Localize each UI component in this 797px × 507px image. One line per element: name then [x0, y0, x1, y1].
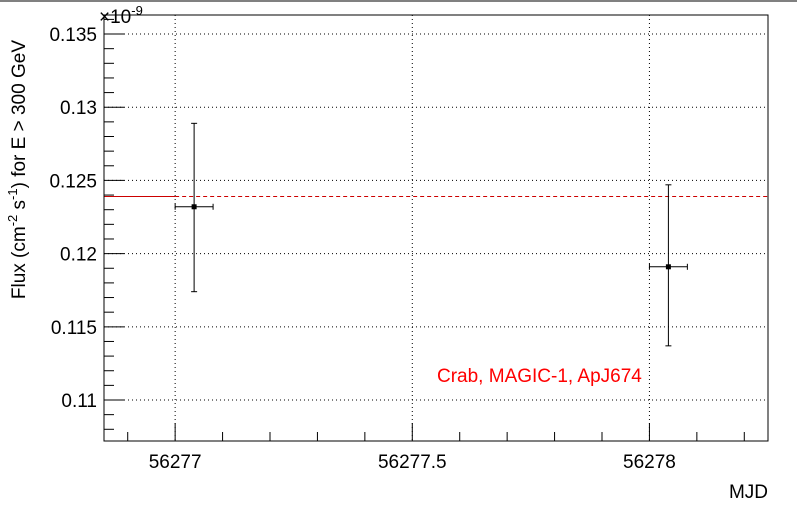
y-minor-ticks [104, 18, 114, 430]
plot-frame [103, 14, 769, 442]
point-marker [191, 204, 197, 210]
point-marker [665, 264, 671, 270]
x-tick-label: 56277.5 [378, 452, 447, 473]
y-tick-label: 0.11 [61, 391, 97, 412]
data-points [174, 122, 688, 347]
y-tick-label: 0.12 [60, 245, 97, 266]
y-axis-exponent: ×10-9 [99, 3, 143, 28]
y-tick-label: 0.125 [49, 171, 97, 192]
x-tick-label: 56278 [623, 452, 676, 473]
data-point [174, 122, 214, 293]
x-tick-label: 56277 [149, 452, 202, 473]
x-ticks: 56277 56277.5 56278 [149, 423, 676, 473]
reference-annotation: Crab, MAGIC-1, ApJ674 [437, 366, 642, 387]
y-tick-label: 0.115 [51, 318, 97, 339]
y-ticks: 0.11 0.115 0.12 0.125 0.13 0.135 [49, 25, 124, 412]
x-minor-ticks [127, 432, 745, 441]
data-point [648, 184, 688, 347]
y-axis-title: Flux (cm-2 s-1) for E > 300 GeV [5, 40, 30, 299]
y-tick-label: 0.135 [49, 25, 97, 46]
grid [104, 15, 768, 441]
y-tick-label: 0.13 [60, 98, 97, 119]
x-axis-title: MJD [729, 482, 768, 503]
